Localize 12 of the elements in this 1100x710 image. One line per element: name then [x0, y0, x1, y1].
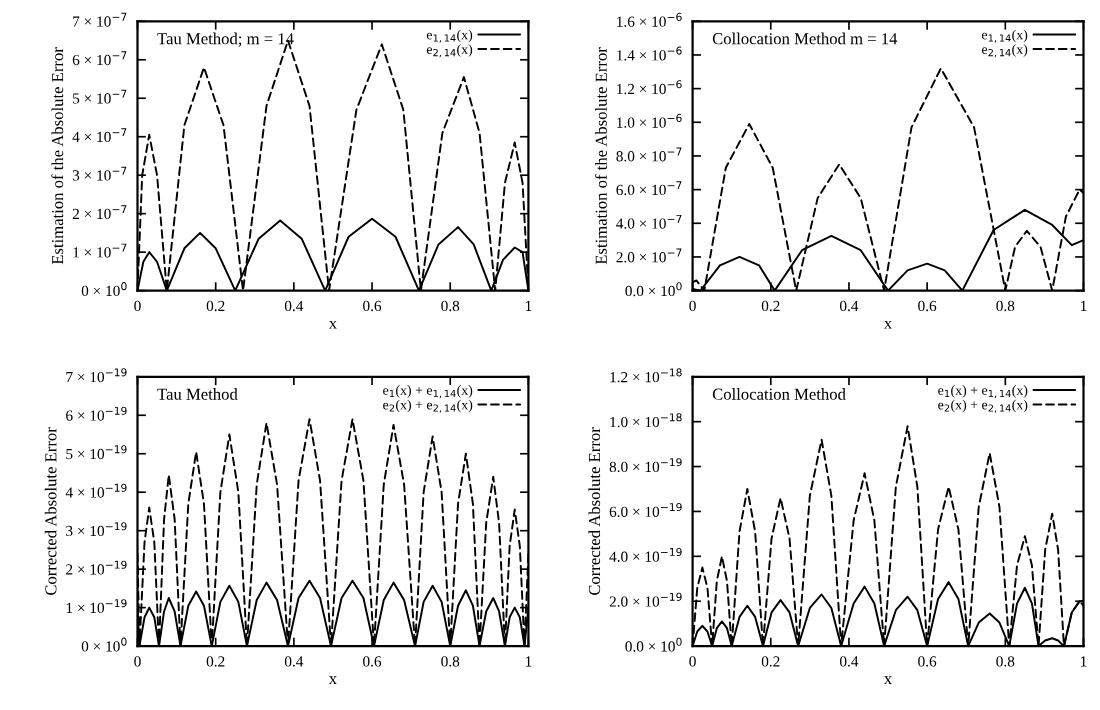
x-axis-title: x — [884, 320, 893, 329]
x-axis-title: x — [328, 676, 337, 685]
text: Tau Method — [157, 388, 238, 400]
x-axis-title: x — [328, 320, 337, 329]
y-axis-title: Estimation of the Absolute Error — [594, 47, 607, 265]
y-axis-title: Corrected Absolute Error — [44, 427, 57, 595]
y-axis-title: Estimation of the Absolute Error — [51, 47, 64, 265]
x-axis-title: x — [884, 676, 893, 685]
text: Collocation Method m = 14 — [712, 32, 898, 45]
text: Tau Method; m = 14 — [157, 32, 294, 47]
text: Collocation Method — [712, 388, 846, 400]
y-axis-title: Corrected Absolute Error — [588, 427, 601, 595]
